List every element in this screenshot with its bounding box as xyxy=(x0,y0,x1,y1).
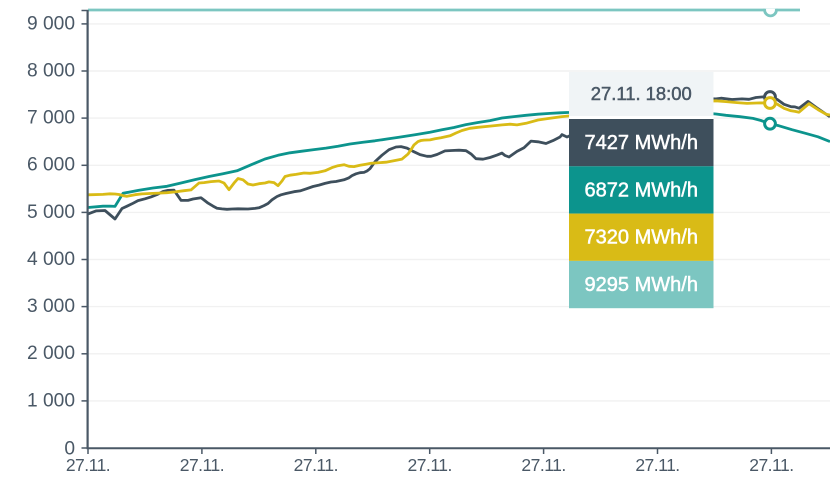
svg-text:9295 MWh/h: 9295 MWh/h xyxy=(585,274,698,296)
svg-text:3 000: 3 000 xyxy=(27,296,75,317)
svg-text:27.11.: 27.11. xyxy=(635,455,679,475)
svg-text:27.11. 18:00: 27.11. 18:00 xyxy=(591,83,692,104)
svg-text:27.11.: 27.11. xyxy=(521,455,565,475)
svg-text:27.11.: 27.11. xyxy=(180,455,224,475)
svg-text:27.11.: 27.11. xyxy=(749,455,793,475)
svg-text:9 000: 9 000 xyxy=(27,13,75,34)
svg-text:1 000: 1 000 xyxy=(27,390,75,411)
svg-text:27.11.: 27.11. xyxy=(408,455,452,475)
svg-text:6 000: 6 000 xyxy=(27,155,75,176)
svg-text:6872 MWh/h: 6872 MWh/h xyxy=(585,179,698,201)
svg-text:27.11.: 27.11. xyxy=(294,455,338,475)
svg-text:8 000: 8 000 xyxy=(27,60,75,81)
svg-text:7320 MWh/h: 7320 MWh/h xyxy=(585,227,698,249)
svg-text:4 000: 4 000 xyxy=(27,249,75,270)
svg-text:7427 MWh/h: 7427 MWh/h xyxy=(585,132,698,154)
svg-text:5 000: 5 000 xyxy=(27,202,75,223)
svg-text:7 000: 7 000 xyxy=(27,108,75,129)
svg-text:0: 0 xyxy=(64,438,75,459)
svg-text:2 000: 2 000 xyxy=(27,343,75,364)
svg-text:27.11.: 27.11. xyxy=(66,455,110,475)
